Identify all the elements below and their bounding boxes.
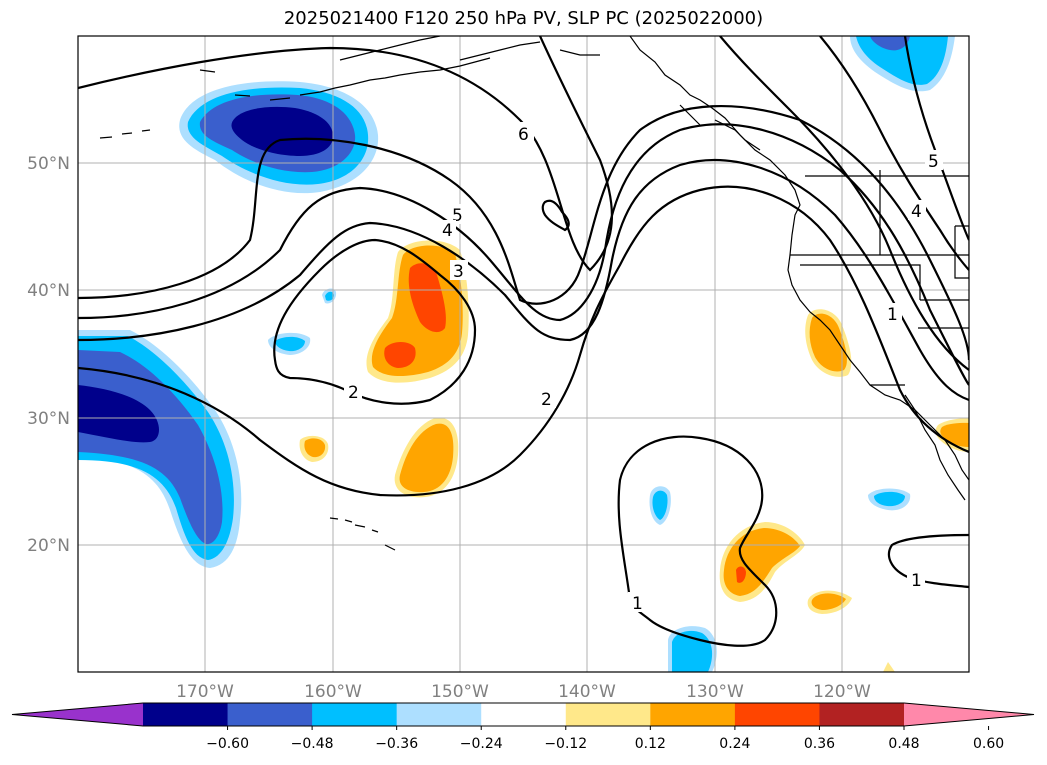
colorbar-tick-label: −0.24 <box>460 736 503 752</box>
contour-labels: 6 5 4 3 2 2 1 1 5 4 1 <box>344 122 943 614</box>
colorbar-segment <box>819 703 905 726</box>
contour-label: 1 <box>632 594 643 614</box>
colorbar-segment <box>143 703 229 726</box>
colorbar-tick-label: −0.48 <box>291 736 334 752</box>
lat-label-20n: 20°N <box>27 536 70 556</box>
lon-label-140w: 140°W <box>558 682 616 702</box>
contour-label: 5 <box>928 152 939 172</box>
colorbar-tick-label: −0.36 <box>375 736 418 752</box>
colorbar-tick-label: 0.36 <box>804 736 835 752</box>
contour-label: 4 <box>442 221 453 241</box>
colorbar-segment <box>650 703 736 726</box>
contour-label: 3 <box>453 262 464 282</box>
colorbar-segment <box>396 703 482 726</box>
colorbar-segment <box>312 703 398 726</box>
lon-label-130w: 130°W <box>686 682 744 702</box>
colorbar-extend-high <box>904 703 1034 726</box>
colorbar-tick-label: −0.60 <box>206 736 249 752</box>
contour-label: 1 <box>887 305 898 325</box>
colorbar-outline <box>11 702 1035 727</box>
colorbar-segment <box>481 703 567 726</box>
colorbar-segment <box>227 703 313 726</box>
contour-label: 2 <box>541 390 552 410</box>
colorbar-tick-label: −0.12 <box>544 736 587 752</box>
lon-label-160w: 160°W <box>304 682 362 702</box>
lat-label-30n: 30°N <box>27 409 70 429</box>
map-title: 2025021400 F120 250 hPa PV, SLP PC (2025… <box>283 8 764 29</box>
colorbar-tick-label: 0.60 <box>973 736 1004 752</box>
lon-label-150w: 150°W <box>431 682 489 702</box>
contour-label: 2 <box>348 383 359 403</box>
colorbar-extend-low <box>12 703 143 726</box>
contour-label: 4 <box>911 202 922 222</box>
graticule <box>78 36 969 672</box>
map-plot-area: 6 5 4 3 2 2 1 1 5 4 1 <box>78 36 969 672</box>
contour-label: 1 <box>911 571 922 591</box>
longitude-labels: 170°W 160°W 150°W 140°W 130°W 120°W <box>176 682 871 702</box>
lon-label-170w: 170°W <box>176 682 234 702</box>
colorbar-tick-label: 0.24 <box>719 736 750 752</box>
contour-label: 6 <box>518 125 529 145</box>
lon-label-120w: 120°W <box>813 682 871 702</box>
map-frame <box>77 35 970 673</box>
colorbar-tick-label: 0.12 <box>635 736 666 752</box>
latitude-labels: 50°N 40°N 30°N 20°N <box>27 154 70 556</box>
colorbar-segment <box>565 703 651 726</box>
contour-label: 5 <box>452 206 463 226</box>
colorbar-segment <box>734 703 820 726</box>
colorbar: −0.60 −0.48 −0.36 −0.24 −0.12 0.12 0.24 0.36 0.4… <box>11 702 1035 752</box>
lat-label-50n: 50°N <box>27 154 70 174</box>
pv-negative-shading <box>78 36 955 672</box>
slp-contours <box>78 36 969 647</box>
colorbar-tick-label: 0.48 <box>888 736 919 752</box>
lat-label-40n: 40°N <box>27 281 70 301</box>
coastlines <box>99 36 969 551</box>
pv-positive-shading <box>299 240 969 672</box>
